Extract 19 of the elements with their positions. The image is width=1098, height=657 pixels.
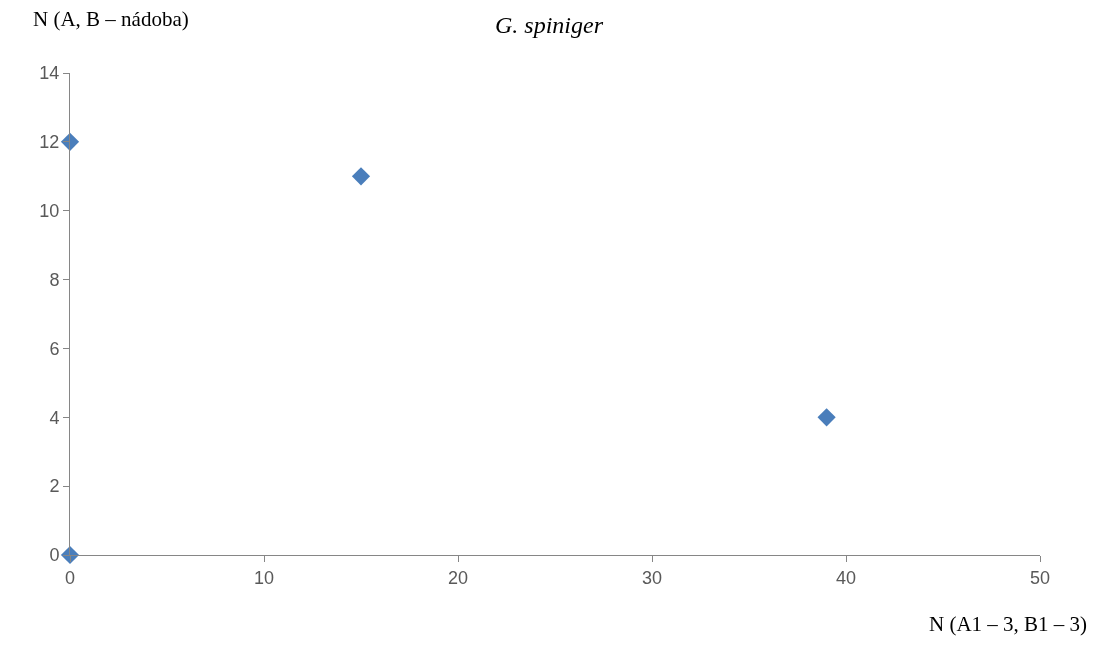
y-tick-label: 10 — [39, 201, 60, 222]
point — [817, 408, 836, 427]
y-tick-label: 14 — [39, 63, 60, 84]
y-axis-title: N (A, B – nádoba) — [33, 7, 189, 31]
point — [351, 167, 371, 186]
y-tick-label: 6 — [49, 338, 60, 359]
y-tick-label: 0 — [49, 545, 60, 566]
y-tick-label: 12 — [39, 132, 60, 153]
x-axis-title: N (A1 – 3, B1 – 3) — [929, 612, 1088, 636]
y-tick-label: 4 — [49, 407, 60, 428]
chart-title: G. spiniger — [495, 12, 604, 39]
x-tick-label: 10 — [253, 567, 275, 588]
y-tick-label: 8 — [49, 269, 60, 290]
x-tick-label: 20 — [447, 567, 469, 588]
x-tick-label: 0 — [64, 567, 76, 588]
x-tick-label: 50 — [1029, 567, 1051, 588]
x-tick-label: 40 — [835, 567, 857, 588]
x-tick-label: 30 — [641, 567, 663, 588]
y-tick-label: 2 — [49, 476, 60, 497]
